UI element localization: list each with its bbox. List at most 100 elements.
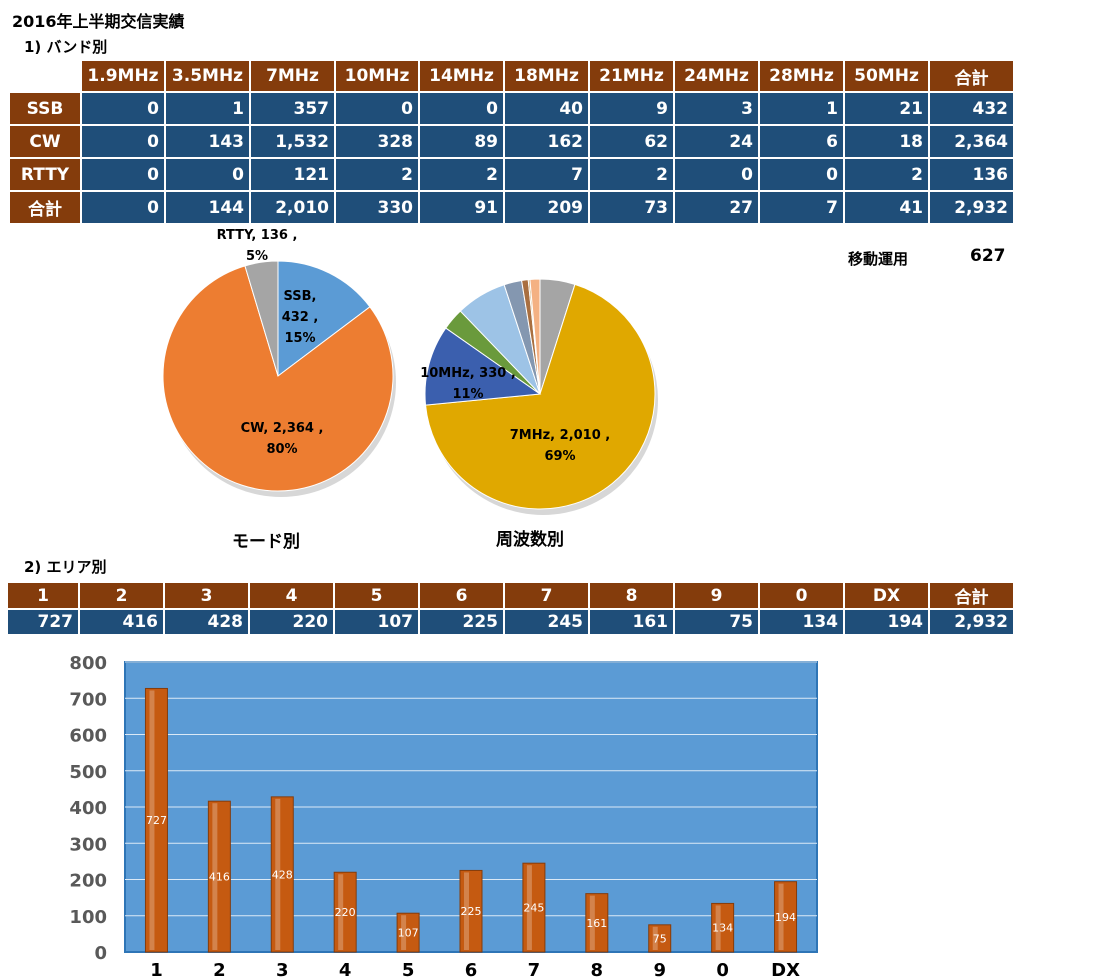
area-header-cell: 7 (505, 583, 588, 608)
band-value-cell: 2,010 (251, 192, 334, 223)
area-table-value-row: 727 416 428 220 107 225 245 161 75 134 194 2,932 (8, 610, 1013, 634)
pie-slice-50mhz (529, 278, 541, 395)
pie-slice-ssb (277, 260, 371, 378)
pie-slice-7mhz (424, 283, 656, 510)
bar-y-tick: 800 (69, 653, 107, 674)
bar-x-tick: 8 (591, 960, 604, 978)
pie-slice-10mhz (424, 327, 542, 406)
bar-highlight (401, 915, 407, 950)
bar-highlight (778, 883, 784, 950)
band-value-cell: 40 (505, 93, 588, 124)
area-header-cell: 2 (80, 583, 163, 608)
bar-x-tick: 5 (402, 960, 415, 978)
bar-data-label: 75 (653, 932, 667, 945)
pie-label-line: CW, 2,364 , (241, 421, 324, 436)
band-pie-title: 周波数別 (496, 530, 564, 550)
band-value-cell: 0 (82, 93, 164, 124)
pie-label-line: 10MHz, 330 , (420, 366, 516, 381)
band-value-cell: 0 (82, 126, 164, 157)
band-value-cell: 41 (845, 192, 928, 223)
bar-4 (333, 871, 357, 953)
bar-data-label: 194 (775, 911, 796, 924)
band-value-cell: 2 (845, 159, 928, 190)
band-header-cell: 18MHz (505, 61, 588, 91)
bar-highlight (149, 690, 155, 950)
band-row-label: 合計 (10, 192, 80, 223)
bar-y-tick: 100 (69, 907, 107, 928)
pie-data-label: CW, 2,364 , 80% (241, 421, 324, 457)
band-value-cell: 0 (336, 93, 418, 124)
band-value-cell: 209 (505, 192, 588, 223)
band-value-cell: 7 (760, 192, 843, 223)
band-table: 1.9MHz 3.5MHz 7MHz 10MHz 14MHz 18MHz 21MHz 24MH… (8, 59, 1015, 225)
bar-6 (459, 869, 483, 953)
band-header-cell: 10MHz (336, 61, 418, 91)
band-row-label: CW (10, 126, 80, 157)
band-header-cell: 28MHz (760, 61, 843, 91)
pie-data-label: SSB, 432 , 15% (282, 289, 319, 346)
bar-8 (585, 893, 609, 953)
bar-highlight (526, 865, 532, 950)
bar-y-tick: 200 (69, 871, 107, 892)
pie-label-line: 69% (544, 449, 575, 464)
area-value-cell: 161 (590, 610, 673, 634)
bar-highlight (338, 874, 344, 950)
mode-pie-chart: SSB, 432 , 15% CW, 2,364 , 80% RTTY, 136 , 5% (162, 228, 396, 497)
bar-data-label: 727 (146, 814, 167, 827)
bar-data-label: 428 (272, 868, 293, 881)
band-value-cell: 62 (590, 126, 673, 157)
bar-x-tick: 0 (716, 960, 729, 978)
bar-highlight (212, 803, 218, 950)
band-header-cell: 合計 (930, 61, 1013, 91)
band-table-header-row: 1.9MHz 3.5MHz 7MHz 10MHz 14MHz 18MHz 21MHz 24MH… (10, 61, 1013, 91)
band-value-cell: 0 (82, 159, 164, 190)
band-value-cell: 24 (675, 126, 758, 157)
band-value-cell: 1 (760, 93, 843, 124)
pie-label-line: 432 , (282, 310, 319, 325)
band-value-cell: 0 (675, 159, 758, 190)
bar-data-label: 245 (523, 902, 544, 915)
band-value-cell: 144 (166, 192, 249, 223)
pie-data-label: RTTY, 136 , 5% (217, 228, 298, 264)
band-header-cell: 7MHz (251, 61, 334, 91)
band-value-cell: 0 (82, 192, 164, 223)
band-header-cell: 24MHz (675, 61, 758, 91)
bar-data-label: 134 (712, 922, 733, 935)
band-value-cell: 27 (675, 192, 758, 223)
section-band-label: 1) バンド別 (24, 38, 108, 56)
area-header-cell: 0 (760, 583, 843, 608)
band-value-cell: 3 (675, 93, 758, 124)
band-header-cell: 14MHz (420, 61, 503, 91)
bar-x-tick: 7 (528, 960, 541, 978)
band-value-cell: 357 (251, 93, 334, 124)
area-value-cell: 134 (760, 610, 843, 634)
area-value-cell: 727 (8, 610, 78, 634)
area-header-cell: 8 (590, 583, 673, 608)
area-header-cell: 1 (8, 583, 78, 608)
band-value-cell: 2,364 (930, 126, 1013, 157)
area-value-cell: 75 (675, 610, 758, 634)
area-table: 1 2 3 4 5 6 7 8 9 0 DX 合計 727 416 428 220 107 225 245 161 75… (6, 581, 1015, 636)
band-value-cell: 7 (505, 159, 588, 190)
area-value-cell: 2,932 (930, 610, 1013, 634)
bar-x-tick: 9 (653, 960, 666, 978)
bar-0 (711, 902, 735, 953)
band-header-cell: 3.5MHz (166, 61, 249, 91)
bar-3 (270, 796, 294, 953)
band-value-cell: 6 (760, 126, 843, 157)
band-value-cell: 1,532 (251, 126, 334, 157)
pie-label-line: RTTY, 136 , (217, 228, 298, 243)
band-header-cell: 50MHz (845, 61, 928, 91)
bar-x-tick: 3 (276, 960, 289, 978)
band-value-cell: 121 (251, 159, 334, 190)
band-header-cell: 1.9MHz (82, 61, 164, 91)
bar-data-label: 416 (209, 871, 230, 884)
band-value-cell: 1 (166, 93, 249, 124)
band-value-cell: 432 (930, 93, 1013, 124)
area-header-cell: DX (845, 583, 928, 608)
bar-7 (522, 862, 546, 953)
bar-highlight (652, 926, 658, 950)
area-header-cell: 9 (675, 583, 758, 608)
bar-y-tick: 600 (69, 726, 107, 747)
bar-5 (396, 912, 420, 953)
